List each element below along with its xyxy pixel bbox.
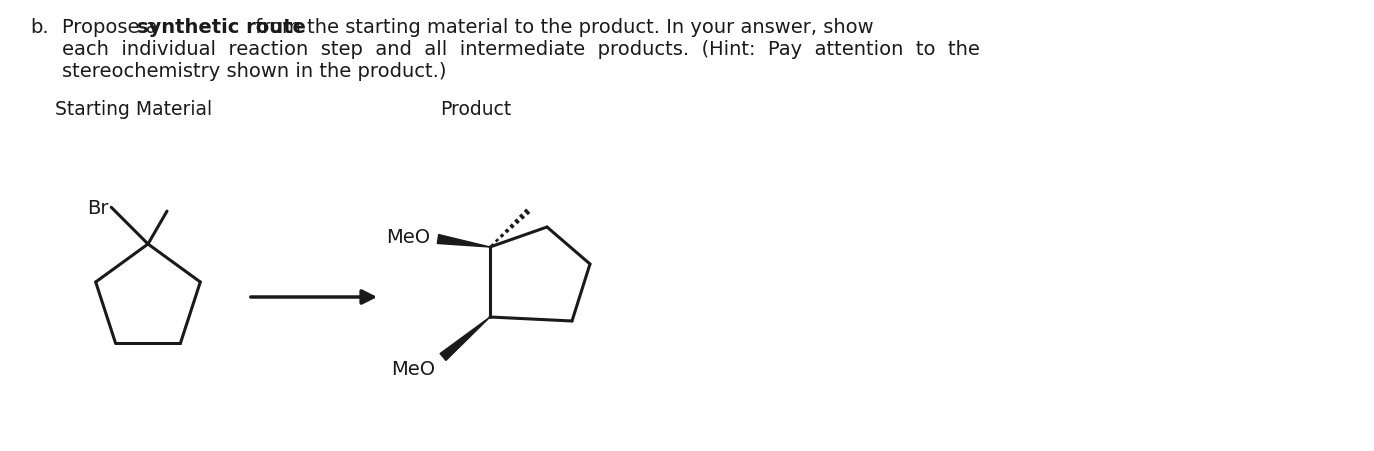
Text: Starting Material: Starting Material xyxy=(55,100,212,119)
Text: Propose a: Propose a xyxy=(62,18,164,37)
Text: Br: Br xyxy=(87,198,109,217)
Polygon shape xyxy=(440,318,491,361)
Text: b.: b. xyxy=(30,18,48,37)
Text: MeO: MeO xyxy=(390,360,436,379)
Text: from the starting material to the product. In your answer, show: from the starting material to the produc… xyxy=(249,18,874,37)
Polygon shape xyxy=(437,235,491,248)
Text: synthetic route: synthetic route xyxy=(137,18,306,37)
Text: Product: Product xyxy=(440,100,511,119)
Text: MeO: MeO xyxy=(386,228,430,247)
Text: stereochemistry shown in the product.): stereochemistry shown in the product.) xyxy=(62,62,447,81)
Text: each  individual  reaction  step  and  all  intermediate  products.  (Hint:  Pay: each individual reaction step and all in… xyxy=(62,40,980,59)
